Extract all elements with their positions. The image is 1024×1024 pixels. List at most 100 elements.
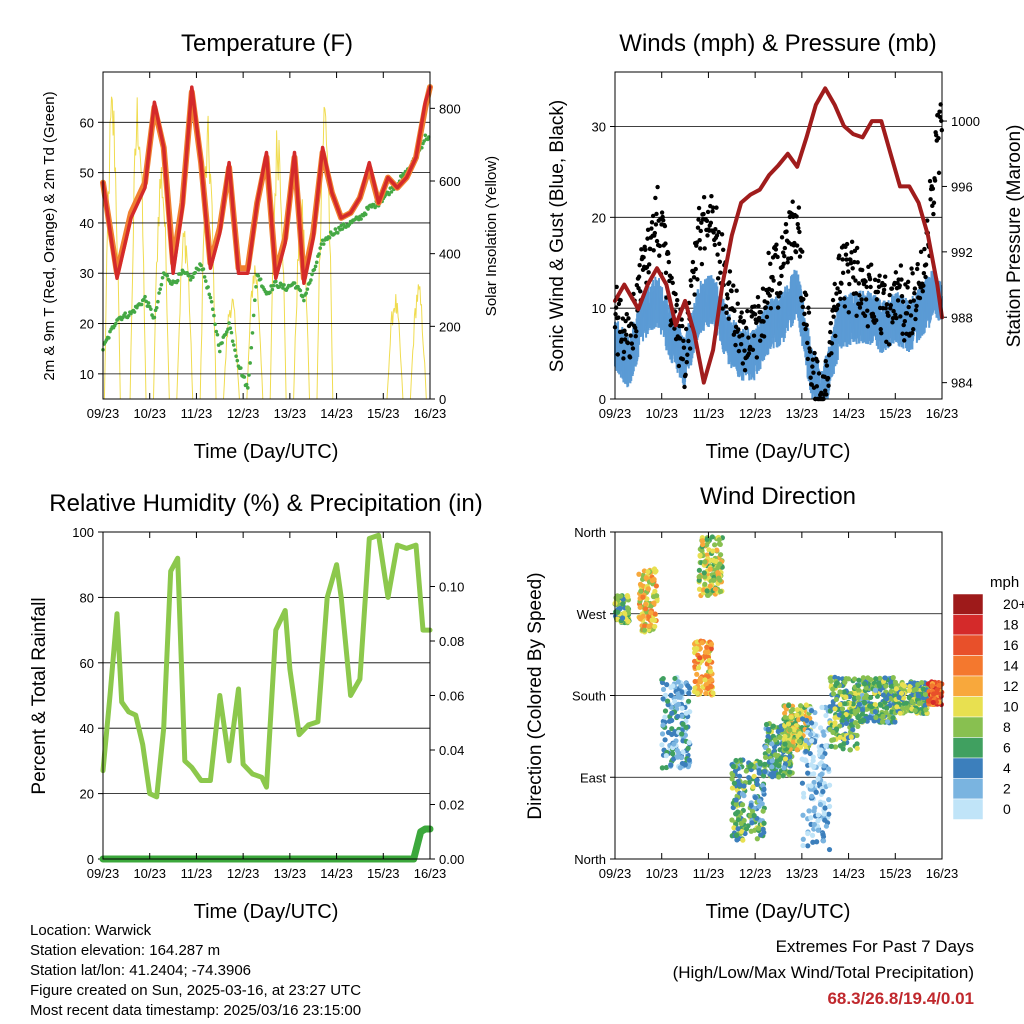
direction-point [772,752,778,758]
gust-point [727,280,732,285]
gust-point [826,383,831,388]
direction-point [778,755,784,761]
info-created: Figure created on Sun, 2025-03-16, at 23… [30,982,362,999]
wind-ylabel-left: Sonic Wind & Gust (Blue, Black) [547,100,568,372]
gust-point [738,342,744,347]
direction-point [749,820,755,826]
direction-point [820,832,826,838]
direction-point [812,721,819,727]
direction-point [811,763,817,770]
direction-point [692,678,698,685]
direction-point [826,803,833,809]
dewpoint-point [156,299,160,304]
x-tick-label: 09/23 [599,866,632,881]
direction-point [670,756,677,762]
gust-point [750,347,756,353]
direction-point [905,705,911,711]
gust-point [908,299,913,304]
gust-point [630,346,636,351]
gust-point [713,227,718,232]
direction-point [710,690,716,696]
direction-point [848,734,854,740]
dewpoint-point [196,267,201,272]
gust-point [733,342,738,348]
direction-point [900,705,906,711]
direction-point [735,826,741,832]
direction-point [888,688,894,694]
gust-point [619,337,624,342]
direction-point [893,686,899,692]
gust-point [641,255,646,260]
direction-point [761,786,767,793]
gust-point [894,315,899,321]
gust-point [882,282,887,288]
gust-point [797,229,802,235]
gust-point [890,316,896,321]
dewpoint-point [242,375,247,379]
direction-point [796,738,803,744]
direction-point [894,704,900,710]
legend-label: 14 [1003,658,1019,674]
direction-point [750,784,756,790]
gust-point [831,314,836,319]
gust-point [736,348,742,354]
gust-point [828,329,833,335]
gust-point [616,301,622,307]
x-tick-label: 09/23 [599,406,632,421]
y-tick-label: 100 [72,525,94,540]
direction-point [799,780,806,786]
gust-point [710,205,716,210]
direction-point [804,717,810,724]
y-right-tick-label: 0.04 [439,743,464,758]
direction-point [756,770,762,776]
gust-point [699,261,705,267]
gust-point [663,270,669,275]
direction-point [698,675,704,682]
direction-point [919,679,925,686]
gust-point [850,266,855,271]
x-tick-label: 12/23 [739,866,772,881]
gust-point [698,228,703,234]
direction-point [755,825,762,831]
dewpoint-point [206,285,210,289]
direction-point [883,683,889,689]
gust-point [704,218,710,223]
dewpoint-point [212,313,216,318]
direction-point [823,823,830,829]
gust-point [914,266,920,272]
dewpoint-point [335,231,340,235]
gust-point [724,292,730,297]
direction-point [659,742,665,748]
gust-point [908,313,914,318]
direction-point [805,843,811,849]
plot-frame-humidity [102,531,431,860]
x-tick-label: 11/23 [181,406,213,421]
direction-point [680,749,686,755]
legend-label: 2 [1003,781,1011,797]
direction-point [660,676,666,682]
direction-point [872,687,878,693]
y-right-tick-label: 988 [951,310,973,325]
direction-point [815,818,821,824]
direction-point [833,726,840,732]
dewpoint-point [188,278,193,282]
gust-point [655,184,660,190]
direction-point [847,747,854,753]
gust-point [889,286,895,291]
gust-point [814,384,820,389]
gust-point [875,289,881,295]
direction-point [677,694,683,700]
direction-point [696,573,702,580]
gust-point [657,253,662,258]
dewpoint-point [224,330,229,334]
direction-point [733,797,739,803]
dewpoint-point [234,354,238,358]
dewpoint-point [149,307,153,311]
dewpoint-point [193,270,198,275]
gust-point [775,305,781,310]
direction-point [863,685,869,691]
direction-point [731,780,737,786]
gust-point [643,247,648,253]
direction-point [754,836,760,842]
